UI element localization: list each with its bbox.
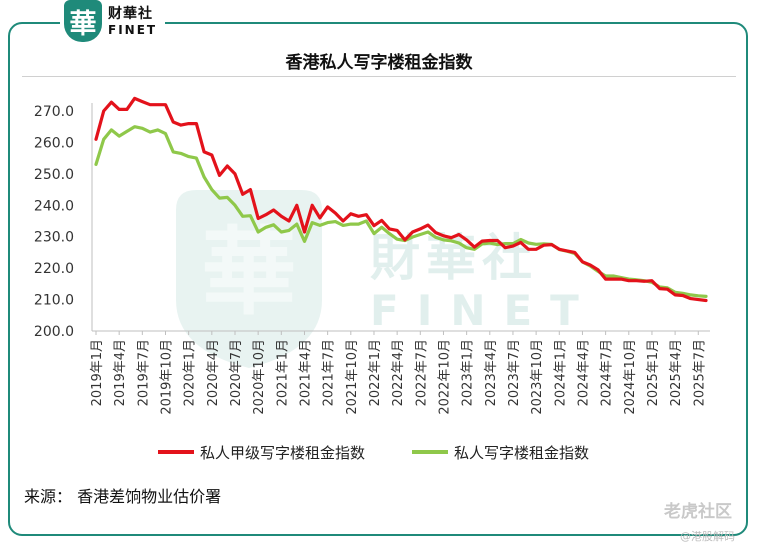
y-tick-label: 270.0 xyxy=(34,104,74,120)
x-tick-label: 2024年7月 xyxy=(600,339,615,406)
brand-name-en: FINET xyxy=(108,22,158,37)
x-tick-label: 2022年4月 xyxy=(391,339,406,406)
x-tick-label: 2019年7月 xyxy=(136,339,151,406)
x-tick-label: 2023年10月 xyxy=(530,339,545,415)
source-note: 来源： 香港差饷物业估价署 xyxy=(24,487,222,506)
x-tick-label: 2020年1月 xyxy=(183,339,198,406)
x-tick-label: 2020年4月 xyxy=(206,339,221,406)
x-tick-label: 2021年7月 xyxy=(322,339,337,406)
y-tick-label: 220.0 xyxy=(34,261,74,277)
x-tick-label: 2019年1月 xyxy=(90,339,105,406)
y-tick-label: 240.0 xyxy=(34,198,74,214)
x-tick-label: 2025年7月 xyxy=(692,339,707,406)
legend-label: 私人写字楼租金指数 xyxy=(454,444,589,462)
x-tick-label: 2025年1月 xyxy=(646,339,661,406)
series-line-0 xyxy=(94,96,708,303)
logo-text: 财華社 FINET xyxy=(108,7,157,36)
x-tick-label: 2023年1月 xyxy=(461,339,476,406)
x-tick-label: 2023年4月 xyxy=(484,339,499,406)
x-tick-label: 2024年4月 xyxy=(576,339,591,406)
y-tick-label: 210.0 xyxy=(34,293,74,309)
chart-title: 香港私人写字楼租金指数 xyxy=(285,53,473,73)
tiger-community-watermark: 老虎社区 xyxy=(664,502,732,522)
x-tick-label: 2025年4月 xyxy=(669,339,684,406)
logo-badge: 華 xyxy=(64,0,102,42)
x-tick-label: 2019年10月 xyxy=(159,339,174,415)
x-tick-label: 2021年10月 xyxy=(345,339,360,415)
y-tick-label: 260.0 xyxy=(34,135,74,151)
author-watermark: @港股解码 xyxy=(680,530,735,543)
x-tick-label: 2020年10月 xyxy=(252,339,267,415)
y-tick-label: 230.0 xyxy=(34,230,74,246)
x-tick-label: 2024年1月 xyxy=(553,339,568,406)
x-tick-label: 2020年7月 xyxy=(229,339,244,406)
x-tick-label: 2022年7月 xyxy=(414,339,429,406)
x-tick-label: 2021年1月 xyxy=(275,339,290,406)
x-tick-label: 2022年10月 xyxy=(437,339,452,415)
x-tick-label: 2021年4月 xyxy=(298,339,313,406)
y-tick-label: 250.0 xyxy=(34,167,74,183)
x-tick-label: 2022年1月 xyxy=(368,339,383,406)
series-line-1 xyxy=(94,125,708,298)
x-tick-label: 2023年7月 xyxy=(507,339,522,406)
x-tick-label: 2024年10月 xyxy=(623,339,638,415)
tiger-logo-icon xyxy=(636,500,658,518)
legend-label: 私人甲级写字楼租金指数 xyxy=(200,444,365,462)
brand-name-cn: 财華社 xyxy=(108,5,153,22)
x-tick-label: 2019年4月 xyxy=(113,339,128,406)
title-divider xyxy=(22,76,736,77)
y-tick-label: 200.0 xyxy=(34,324,74,340)
brand-logo: 華 财華社 FINET xyxy=(60,0,166,42)
